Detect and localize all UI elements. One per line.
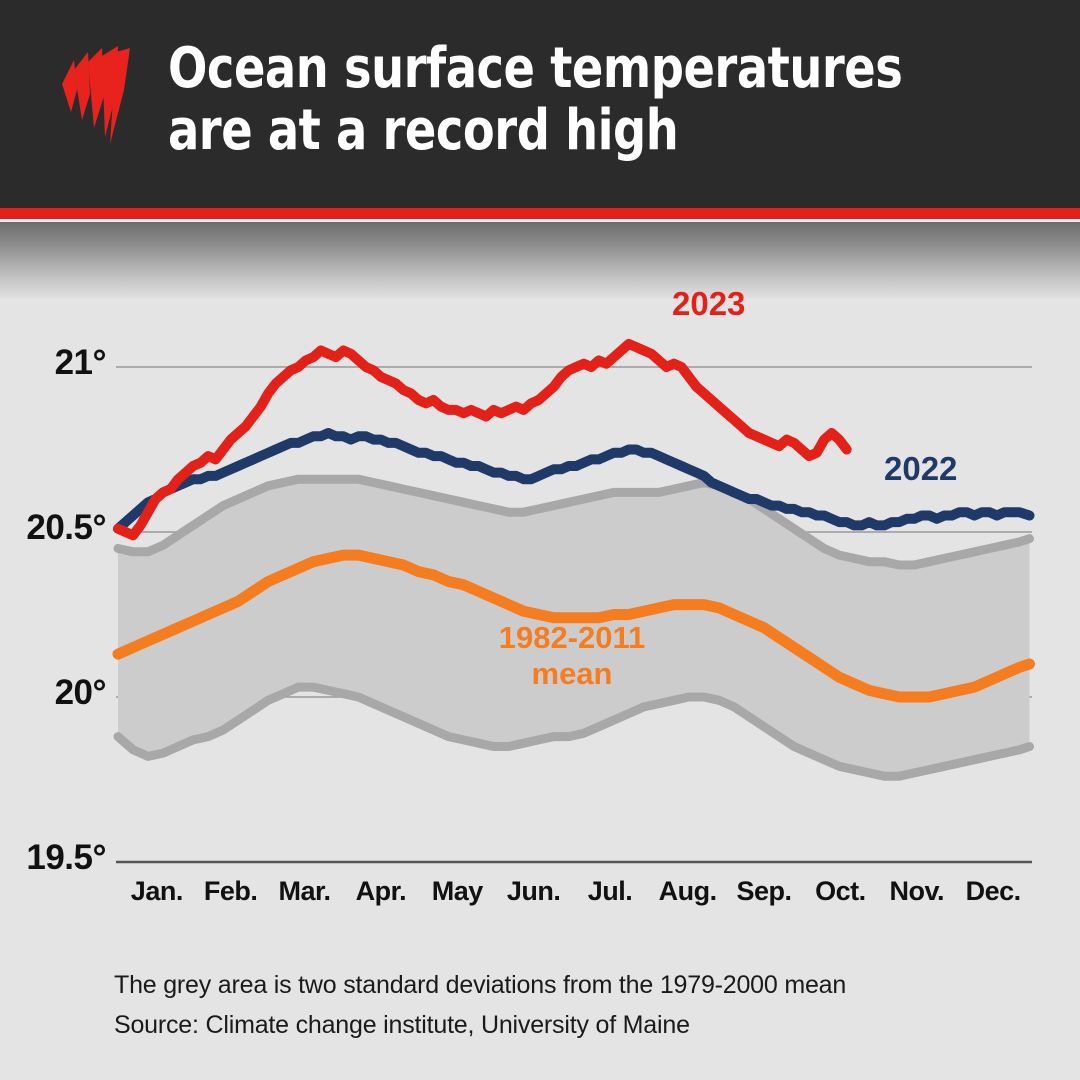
x-tick-jun: Jun. [506, 876, 561, 906]
x-tick-jan: Jan. [130, 876, 184, 906]
std-dev-band-upper-edge [113, 474, 1034, 570]
x-tick-jul: Jul. [587, 876, 633, 906]
x-tick-dec: Dec. [965, 876, 1022, 906]
x-tick-nov: Nov. [889, 876, 945, 906]
page-title: Ocean surface temperatures are at a reco… [168, 38, 1048, 162]
series-line-2022 [113, 428, 1035, 534]
header-banner: Ocean surface temperatures are at a reco… [0, 0, 1080, 208]
y-tick-20°: 20° [54, 673, 107, 712]
x-tick-may: May [431, 876, 484, 906]
chart-container: 21° 20.5° 20° 19.5° Jan. Feb. Mar. Apr. May Jun.… [0, 222, 1080, 942]
series-label-mean: 1982-2011 mean [482, 620, 662, 692]
x-tick-oct: Oct. [815, 876, 866, 906]
y-tick-19.5°: 19.5° [26, 838, 106, 877]
x-tick-apr: Apr. [355, 876, 407, 906]
x-tick-aug: Aug. [658, 876, 718, 906]
footer-notes: The grey area is two standard deviations… [114, 965, 1054, 1045]
accent-bar [0, 208, 1080, 219]
title-line-2: are at a record high [168, 98, 679, 163]
sbs-logo [44, 38, 140, 148]
footnote-source: Source: Climate change institute, Univer… [114, 1011, 690, 1039]
footnote-band-explainer: The grey area is two standard deviations… [114, 971, 847, 999]
x-tick-sep: Sep. [736, 876, 793, 906]
series-label-2022: 2022 [884, 450, 958, 488]
series-label-mean-line2: mean [531, 655, 613, 691]
series-label-2023: 2023 [672, 285, 746, 323]
std-dev-band-lower-edge [113, 682, 1034, 781]
hairline-divider [0, 219, 1080, 222]
title-line-1: Ocean surface temperatures [168, 36, 903, 101]
series-label-mean-line1: 1982-2011 [498, 619, 646, 655]
gradient-fade [0, 222, 1080, 298]
series-line-2023 [113, 338, 852, 541]
y-tick-20.5°: 20.5° [26, 508, 106, 547]
chart-plot [112, 338, 1035, 864]
series-line-mean [112, 549, 1035, 703]
y-tick-21°: 21° [54, 343, 107, 382]
sbs-logo-icon [62, 46, 130, 144]
x-tick-feb: Feb. [203, 876, 258, 906]
x-tick-mar: Mar. [278, 876, 332, 906]
